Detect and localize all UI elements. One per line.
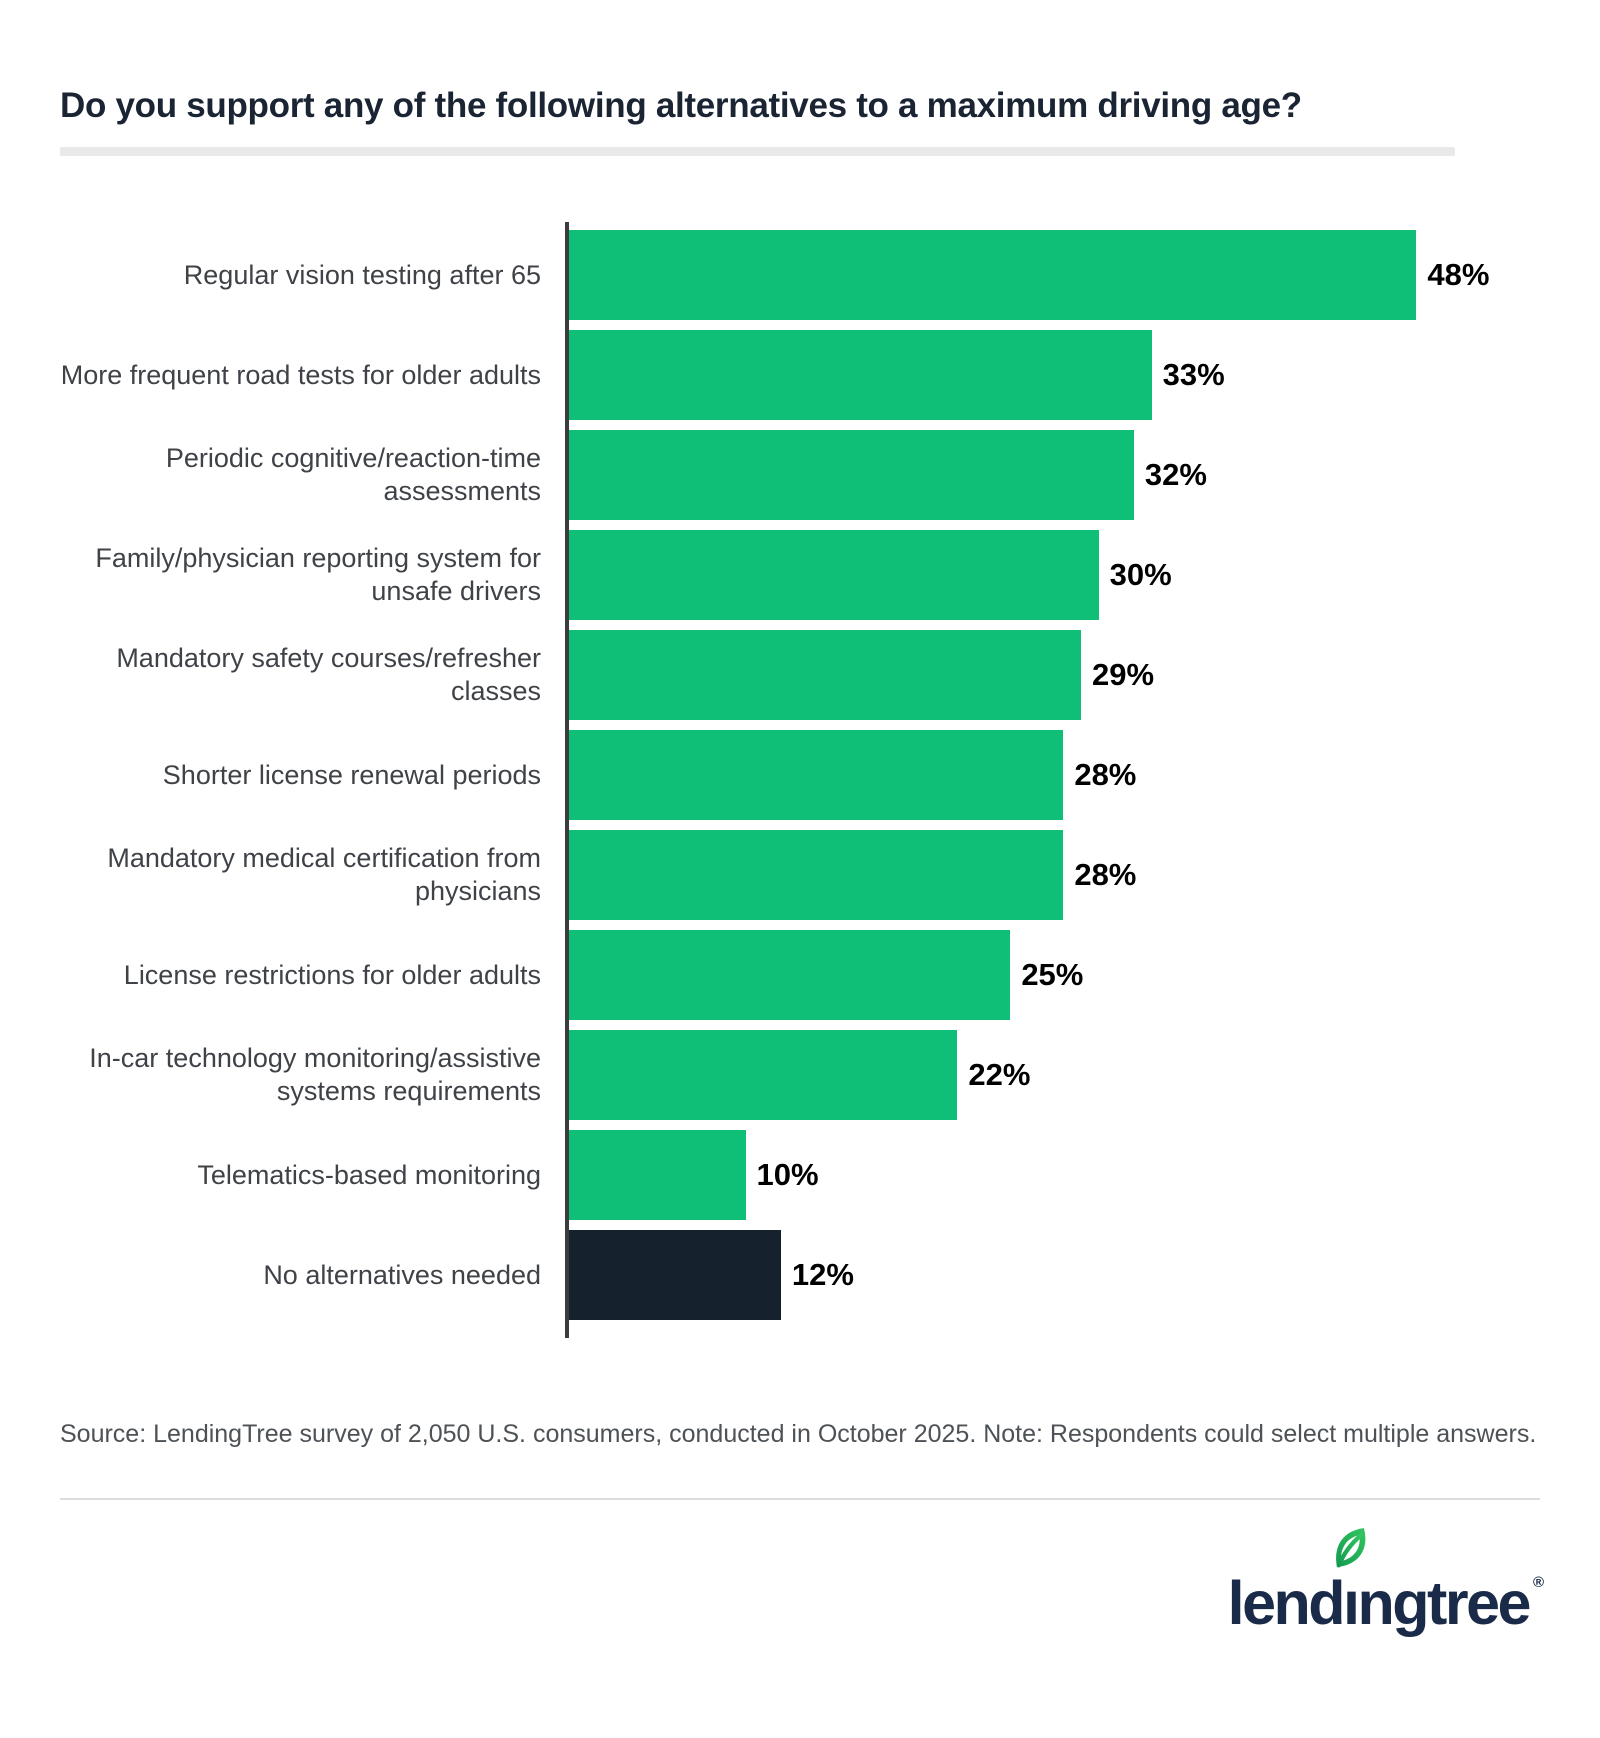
bar-track: 22% [569,1029,1540,1120]
footer-divider [60,1497,1540,1500]
chart-row: Mandatory medical certification from phy… [60,829,1540,920]
leaf-icon [1336,1527,1366,1567]
category-label: In-car technology monitoring/assistive s… [89,1043,541,1106]
chart-row: Regular vision testing after 65 48% [60,229,1540,320]
bar [569,829,1064,920]
bar [569,929,1011,1020]
chart-row: No alternatives needed 12% [60,1229,1540,1320]
infographic-page: Do you support any of the following alte… [0,84,1600,1638]
lendingtree-logo: lend ıngtree ® [1227,1527,1544,1638]
category-label: Family/physician reporting system for un… [95,543,541,606]
value-label: 29% [1092,656,1155,692]
value-label: 48% [1427,256,1490,292]
category-label: Periodic cognitive/reaction-time assessm… [165,443,541,506]
bar-track: 33% [569,329,1540,420]
category-label: Shorter license renewal periods [162,759,541,790]
bar [569,1129,746,1220]
chart-row: In-car technology monitoring/assistive s… [60,1029,1540,1120]
category-label: Regular vision testing after 65 [183,259,541,290]
bar-track: 29% [569,629,1540,720]
bar-track: 32% [569,429,1540,520]
category-label: More frequent road tests for older adult… [60,359,541,390]
logo-letter-i-glyph: ı [1343,1568,1360,1637]
source-note: Source: LendingTree survey of 2,050 U.S.… [60,1419,1537,1448]
axis-line [565,221,569,1338]
category-label: No alternatives needed [263,1259,541,1290]
chart-row: More frequent road tests for older adult… [60,329,1540,420]
logo-text-pre: lend [1227,1568,1346,1637]
bar-track: 30% [569,529,1540,620]
bar [569,729,1064,820]
logo-text-post: ngtree [1357,1568,1532,1637]
bar-track: 28% [569,829,1540,920]
chart-row: Telematics-based monitoring 10% [60,1129,1540,1220]
footer: lend ıngtree ® [60,1527,1544,1638]
title-divider [60,146,1455,156]
bar-track: 10% [569,1129,1540,1220]
value-label: 28% [1074,756,1137,792]
value-label: 30% [1109,556,1172,592]
bar-track: 12% [569,1229,1540,1320]
chart-title: Do you support any of the following alte… [60,86,1302,125]
bar-track: 28% [569,729,1540,820]
value-label: 22% [968,1056,1031,1092]
value-label: 12% [791,1256,854,1292]
category-label: Mandatory medical certification from phy… [107,843,541,906]
bar [569,429,1134,520]
category-label: Telematics-based monitoring [197,1159,541,1190]
value-label: 33% [1162,356,1225,392]
category-label: License restrictions for older adults [123,959,541,990]
value-label: 10% [756,1156,819,1192]
bar-chart: Regular vision testing after 65 48% More f… [60,221,1540,1338]
chart-row: Shorter license renewal periods 28% [60,729,1540,820]
registered-mark: ® [1532,1573,1544,1591]
logo-letter-i: ı [1336,1527,1366,1638]
value-label: 32% [1144,456,1207,492]
bar-track: 25% [569,929,1540,1020]
value-label: 28% [1074,856,1137,892]
bar [569,229,1417,320]
bar [569,1029,958,1120]
chart-row: Mandatory safety courses/refresher class… [60,629,1540,720]
bar [569,529,1099,620]
value-label: 25% [1021,956,1084,992]
bar-track: 48% [569,229,1540,320]
category-label: Mandatory safety courses/refresher class… [116,643,541,706]
chart-row: Family/physician reporting system for un… [60,529,1540,620]
bar [569,629,1081,720]
bar [569,1229,781,1320]
chart-row: Periodic cognitive/reaction-time assessm… [60,429,1540,520]
chart-row: License restrictions for older adults 25% [60,929,1540,1020]
bar [569,329,1152,420]
